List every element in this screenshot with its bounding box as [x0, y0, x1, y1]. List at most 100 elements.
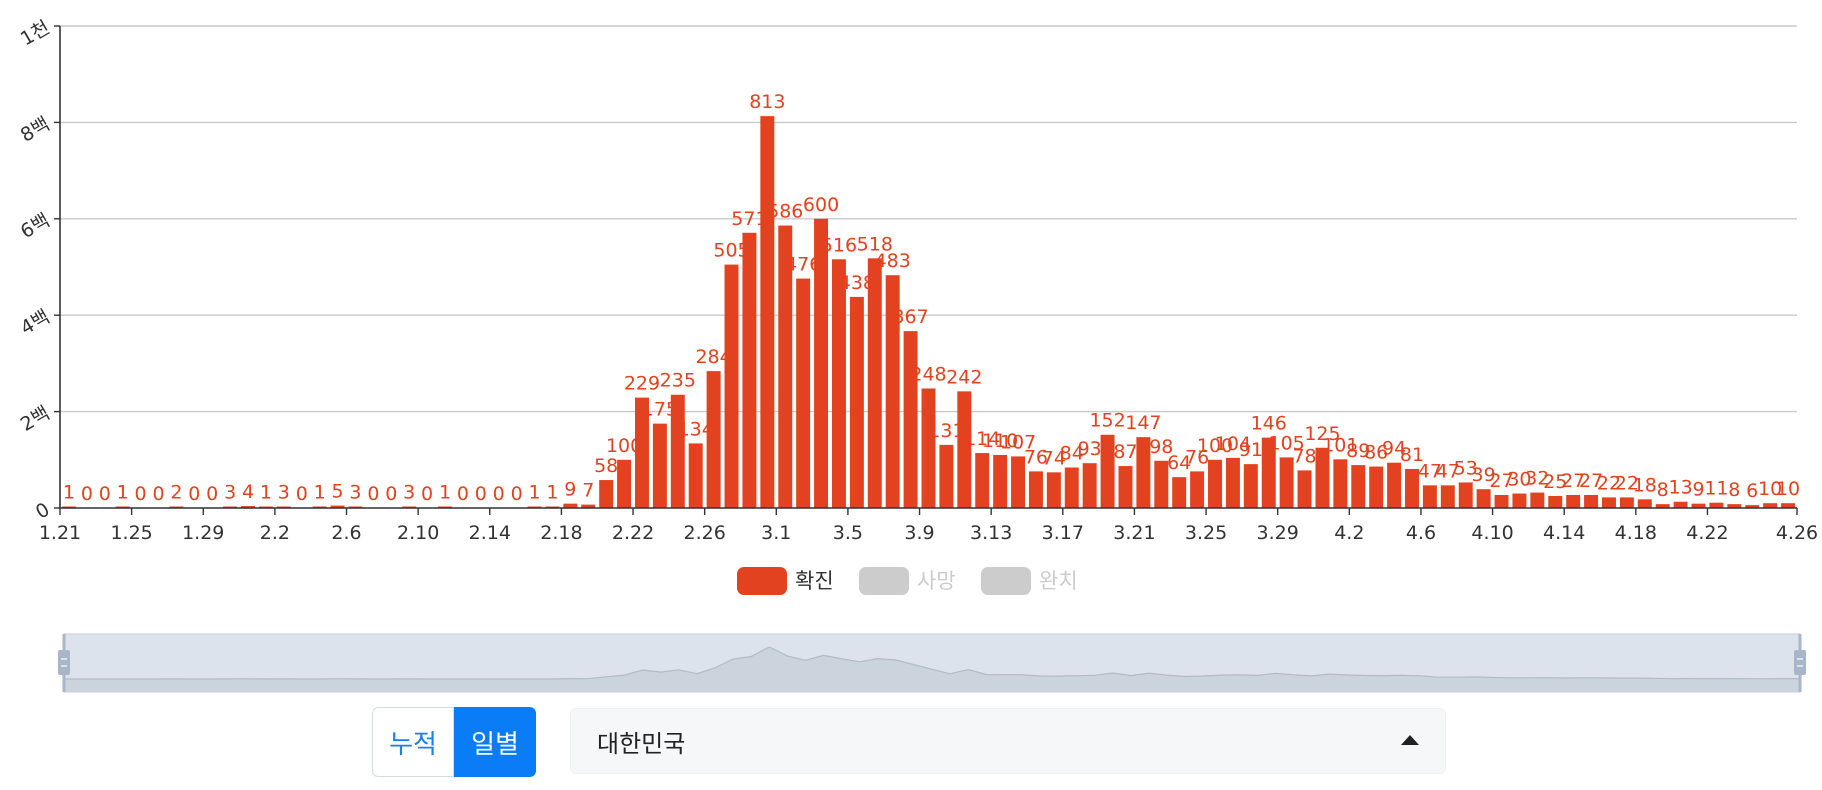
data-label-3.22: 98: [1149, 436, 1173, 458]
bar-2.25[interactable]: [688, 443, 703, 508]
bar-3.13[interactable]: [993, 454, 1008, 508]
bar-3.22[interactable]: [1154, 460, 1169, 508]
bar-4.5[interactable]: [1405, 468, 1419, 508]
bar-3.26[interactable]: [1225, 457, 1240, 508]
bar-4.20[interactable]: [1673, 501, 1688, 508]
zoom-left-handle[interactable]: [58, 634, 70, 692]
bar-3.30[interactable]: [1297, 470, 1312, 508]
bar-4.2[interactable]: [1351, 465, 1366, 508]
bar-3.2[interactable]: [796, 278, 811, 508]
bar-3.6[interactable]: [867, 258, 882, 508]
bar-4.17[interactable]: [1619, 497, 1634, 508]
bar-3.12[interactable]: [975, 453, 990, 508]
bar-2.19[interactable]: [581, 504, 596, 508]
bar-4.16[interactable]: [1601, 497, 1616, 508]
bar-2.23[interactable]: [652, 423, 667, 508]
bar-3.14[interactable]: [1011, 456, 1026, 508]
bar-3.25[interactable]: [1208, 459, 1222, 508]
bar-2.5[interactable]: [330, 505, 345, 508]
x-tick-label: 3.5: [833, 522, 863, 544]
bar-2.22[interactable]: [635, 397, 649, 508]
bar-3.9[interactable]: [921, 388, 936, 508]
bar-4.15[interactable]: [1584, 494, 1599, 508]
bar-3.7[interactable]: [885, 275, 900, 508]
data-label-2.5: 5: [332, 481, 344, 503]
bar-3.28[interactable]: [1261, 437, 1276, 508]
bar-2.24[interactable]: [670, 394, 685, 508]
bar-2.18[interactable]: [563, 503, 578, 508]
bar-4.26[interactable]: [1781, 503, 1796, 508]
region-select[interactable]: 대한민국: [570, 708, 1446, 774]
data-label-2.20: 58: [594, 455, 618, 477]
data-label-2.25: 134: [678, 418, 714, 440]
bar-4.10[interactable]: [1494, 494, 1509, 508]
bar-4.21[interactable]: [1691, 503, 1706, 508]
zoom-slider[interactable]: [58, 633, 1806, 693]
bar-3.31[interactable]: [1315, 447, 1330, 508]
bar-2.26[interactable]: [706, 371, 721, 508]
daily-button[interactable]: 일별: [454, 707, 536, 777]
data-label-2.7: 0: [367, 483, 379, 505]
bar-3.24[interactable]: [1190, 471, 1205, 508]
bar-4.25[interactable]: [1763, 503, 1778, 508]
bar-3.3[interactable]: [814, 218, 829, 509]
bar-4.14[interactable]: [1566, 494, 1581, 508]
bar-3.18[interactable]: [1082, 463, 1097, 508]
bar-3.10[interactable]: [939, 444, 954, 508]
bar-3.8[interactable]: [903, 331, 918, 508]
bar-4.19[interactable]: [1655, 504, 1670, 508]
bar-2.21[interactable]: [617, 459, 632, 508]
bar-3.29[interactable]: [1279, 457, 1294, 508]
bar-3.5[interactable]: [849, 296, 864, 508]
legend-item-사망[interactable]: 사망: [859, 567, 956, 595]
bar-2.29[interactable]: [760, 116, 775, 508]
bar-3.15[interactable]: [1028, 471, 1043, 508]
bar-3.23[interactable]: [1172, 477, 1187, 508]
data-label-3.27: 91: [1239, 439, 1263, 461]
bar-3.1[interactable]: [778, 225, 793, 508]
bar-3.17[interactable]: [1064, 467, 1079, 508]
bar-4.22[interactable]: [1709, 502, 1724, 508]
data-label-4.7: 47: [1436, 460, 1460, 482]
bar-2.28[interactable]: [742, 232, 757, 508]
bar-1.31[interactable]: [241, 506, 256, 508]
bar-3.21[interactable]: [1136, 437, 1151, 508]
bar-4.11[interactable]: [1512, 493, 1527, 508]
bar-4.24[interactable]: [1745, 505, 1760, 508]
zoom-right-handle[interactable]: [1794, 634, 1806, 692]
bar-3.4[interactable]: [831, 259, 846, 508]
legend-item-확진[interactable]: 확진: [737, 567, 834, 595]
bar-2.20[interactable]: [599, 480, 614, 508]
bar-4.23[interactable]: [1727, 504, 1742, 508]
bar-4.8[interactable]: [1458, 482, 1473, 508]
mode-toggle[interactable]: 누적 일별: [372, 707, 536, 777]
chart-bars[interactable]: [61, 116, 1796, 509]
bar-3.11[interactable]: [957, 391, 972, 508]
bar-4.18[interactable]: [1637, 499, 1652, 508]
bar-3.16[interactable]: [1046, 472, 1061, 508]
bar-4.3[interactable]: [1369, 466, 1384, 508]
data-label-3.11: 242: [946, 366, 982, 388]
bar-4.13[interactable]: [1548, 495, 1563, 508]
y-tick-label: 8백: [17, 113, 54, 147]
bar-2.27[interactable]: [724, 264, 739, 508]
bar-3.19[interactable]: [1100, 434, 1115, 508]
bar-4.7[interactable]: [1440, 485, 1455, 508]
bar-4.6[interactable]: [1422, 485, 1437, 508]
data-label-3.1: 586: [767, 201, 803, 223]
data-label-2.23: 175: [642, 399, 678, 421]
legend-item-완치[interactable]: 완치: [981, 567, 1078, 595]
bar-3.20[interactable]: [1118, 466, 1133, 508]
data-label-2.29: 813: [749, 91, 785, 113]
chart-gridlines: [60, 25, 1797, 413]
bar-4.12[interactable]: [1530, 492, 1545, 508]
bar-4.9[interactable]: [1476, 489, 1491, 508]
cumulative-button[interactable]: 누적: [372, 707, 454, 777]
bar-4.4[interactable]: [1387, 462, 1402, 508]
data-label-2.17: 1: [546, 482, 558, 504]
bar-4.1[interactable]: [1333, 459, 1348, 508]
data-label-2.18: 9: [564, 479, 576, 501]
chart-legend[interactable]: 확진 사망 완치: [737, 567, 1078, 595]
bar-3.27[interactable]: [1243, 464, 1258, 508]
legend-label: 확진: [795, 569, 834, 593]
